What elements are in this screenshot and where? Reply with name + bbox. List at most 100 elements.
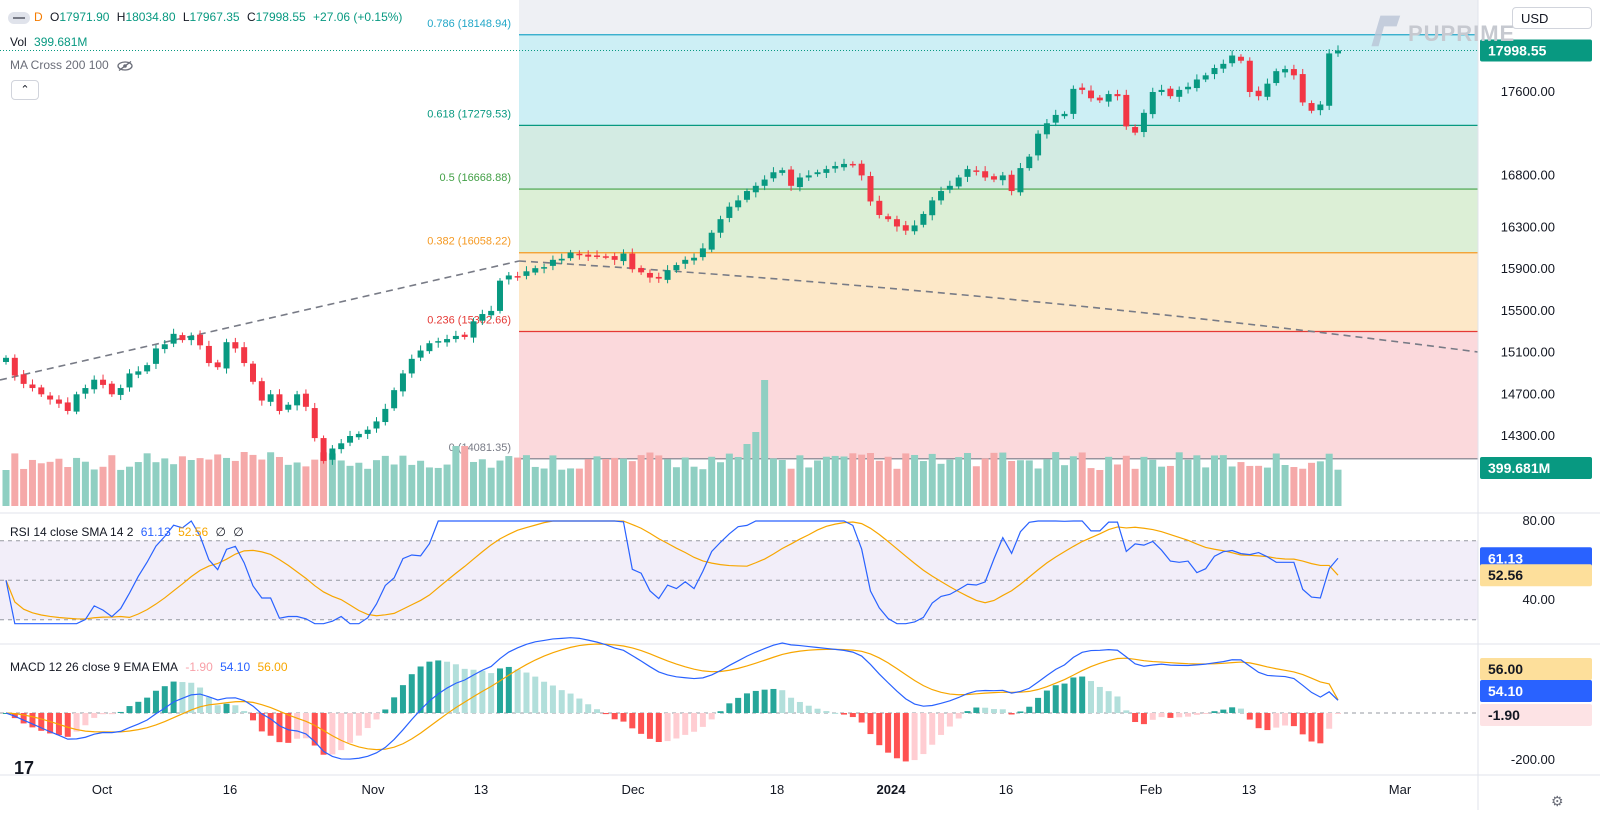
candle-body — [902, 225, 909, 231]
candle-body — [100, 379, 107, 385]
macd-hist-tag-bg — [1480, 704, 1592, 726]
rsi-value: 61.13 — [140, 525, 171, 539]
volume-bar — [28, 459, 36, 506]
trend-lines[interactable] — [0, 49, 1479, 381]
macd-histogram-bar — [1079, 676, 1086, 713]
macd-histogram-bar — [1273, 713, 1280, 728]
fib-zone — [519, 34, 1478, 126]
macd-histogram-bar — [1220, 709, 1227, 713]
eye-hidden-icon[interactable] — [116, 60, 134, 71]
volume-bar — [408, 464, 416, 506]
macd-histogram-bar — [841, 713, 848, 715]
candlesticks — [3, 45, 1341, 465]
macd-histogram-bar — [188, 682, 195, 713]
volume-bar — [955, 457, 963, 506]
candle-body — [135, 371, 142, 375]
candle-body — [285, 404, 292, 410]
macd-histogram-bar — [373, 713, 380, 720]
macd-histogram-bar — [682, 713, 689, 735]
volume-legend[interactable]: Vol 399.681M — [10, 35, 91, 49]
settings-gear-icon[interactable]: ⚙ — [1551, 793, 1564, 809]
macd-signal-tag: 56.00 — [1488, 661, 1523, 677]
macd-histogram-bar — [876, 713, 883, 746]
candle-body — [955, 177, 962, 187]
candle-body — [152, 348, 159, 364]
collapse-legend-button[interactable]: ⌃ — [11, 80, 39, 100]
volume-bar — [743, 444, 751, 506]
fibonacci-retracement[interactable]: 0.786 (18148.94) 0.618 (17279.53) 0.5 (166… — [427, 0, 1478, 460]
volume-bar — [311, 459, 319, 506]
volume-bar — [267, 452, 275, 506]
volume-bar — [717, 462, 725, 506]
volume-bar — [231, 460, 239, 506]
macd-histogram-bar — [1114, 696, 1121, 713]
candle-body — [311, 408, 318, 439]
volume-bar — [117, 469, 125, 506]
volume-bar — [1131, 468, 1139, 506]
volume-value: 399.681M — [34, 35, 88, 49]
macd-histogram-bar — [549, 685, 556, 713]
tradingview-logo-icon[interactable]: 17 — [14, 758, 35, 778]
macd-hist-value: -1.90 — [185, 660, 213, 674]
macd-histogram-bar — [1326, 713, 1333, 729]
volume-bar — [646, 452, 654, 506]
price-tick-label: 14300.00 — [1501, 428, 1555, 443]
candle-body — [55, 399, 62, 404]
volume-bar — [522, 455, 530, 506]
fib-zone — [519, 331, 1478, 459]
macd-histogram-bar — [1176, 713, 1183, 718]
candle-body — [1264, 83, 1271, 97]
macd-legend[interactable]: MACD 12 26 close 9 EMA EMA -1.90 54.10 5… — [10, 660, 292, 674]
volume-bar — [64, 467, 72, 506]
macd-histogram-bar — [849, 713, 856, 718]
volume-bar — [293, 462, 301, 506]
volume-bar — [761, 380, 769, 506]
ma-cross-legend[interactable]: MA Cross 200 100 — [10, 58, 134, 72]
volume-bar — [134, 462, 142, 506]
symbol-badge[interactable] — [8, 11, 30, 24]
currency-select[interactable]: USD — [1512, 7, 1592, 29]
candle-body — [1317, 104, 1324, 111]
volume-bar — [320, 452, 328, 506]
volume-bar — [425, 467, 433, 506]
volume-bar — [46, 461, 54, 506]
macd-label: MACD 12 26 close 9 EMA EMA — [10, 660, 179, 674]
volume-bar — [602, 458, 610, 506]
macd-histogram-bar — [408, 674, 415, 713]
candle-body — [373, 421, 380, 429]
macd-value: 54.10 — [220, 660, 251, 674]
time-tick-label: Nov — [361, 782, 385, 797]
volume-bar — [1025, 460, 1033, 506]
macd-histogram-bar — [391, 697, 398, 713]
macd-histogram-bar — [64, 713, 71, 737]
candle-body — [461, 334, 468, 337]
macd-histogram-bar — [1317, 713, 1324, 744]
candle-body — [770, 172, 777, 179]
candle-body — [814, 172, 821, 175]
macd-histogram-bar — [1043, 690, 1050, 713]
macd-histogram-bar — [117, 711, 124, 713]
candle-body — [1123, 94, 1130, 127]
candle-body — [320, 438, 327, 462]
interval-label[interactable]: D — [34, 10, 43, 24]
time-tick-label: 13 — [1242, 782, 1256, 797]
volume-bar — [1281, 465, 1289, 506]
macd-histogram-bar — [955, 713, 962, 719]
volume-bar — [1193, 455, 1201, 506]
rsi-legend[interactable]: RSI 14 close SMA 14 2 61.13 52.56 ∅ ∅ — [10, 525, 248, 539]
candle-body — [514, 276, 521, 278]
candle-body — [1096, 97, 1103, 101]
volume-bar — [1052, 452, 1060, 506]
candle-body — [82, 388, 89, 394]
volume-bar — [628, 461, 636, 506]
macd-histogram-bar — [329, 713, 336, 755]
macd-histogram-bar — [170, 681, 177, 713]
candle-body — [1158, 89, 1165, 92]
macd-line — [5, 637, 1339, 760]
volume-bar — [681, 457, 689, 506]
macd-histogram-bar — [796, 701, 803, 713]
volume-bar — [108, 455, 116, 506]
macd-histogram-bar — [47, 713, 54, 734]
rsi-label: RSI 14 close SMA 14 2 — [10, 525, 134, 539]
